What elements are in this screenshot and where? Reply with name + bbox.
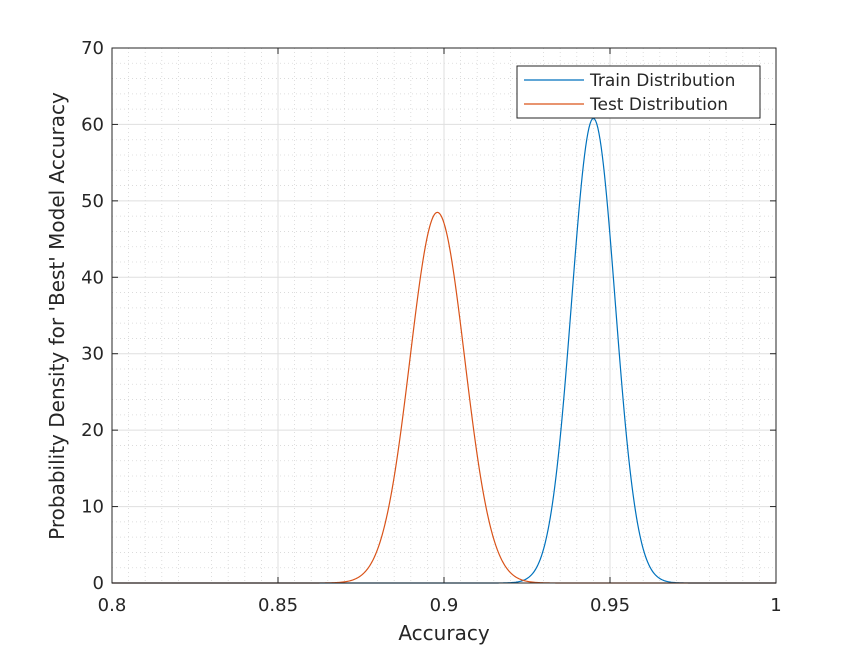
legend[interactable]: Train Distribution Test Distribution [516, 65, 761, 119]
y-tick-label: 40 [81, 267, 104, 288]
y-axis-label: Probability Density for 'Best' Model Acc… [45, 92, 69, 540]
x-tick-label: 0.9 [430, 595, 459, 616]
y-tick-label: 60 [81, 114, 104, 135]
y-tick-label: 0 [93, 573, 104, 594]
y-tick-label: 70 [81, 38, 104, 59]
legend-label-train: Train Distribution [589, 71, 735, 91]
x-axis-label: Accuracy [398, 621, 489, 645]
x-tick-label: 0.85 [258, 595, 298, 616]
y-tick-label: 20 [81, 420, 104, 441]
y-tick-label: 10 [81, 497, 104, 518]
axis-ticks [111, 47, 777, 584]
x-tick-labels: 0.8 0.85 0.9 0.95 1 [98, 595, 782, 616]
legend-box [516, 65, 761, 119]
legend-label-test: Test Distribution [589, 95, 728, 115]
y-tick-labels: 0 10 20 30 40 50 60 70 [81, 38, 104, 594]
x-tick-label: 0.8 [98, 595, 127, 616]
y-tick-label: 50 [81, 191, 104, 212]
x-tick-label: 1 [770, 595, 781, 616]
y-tick-label: 30 [81, 344, 104, 365]
x-tick-label: 0.95 [590, 595, 630, 616]
